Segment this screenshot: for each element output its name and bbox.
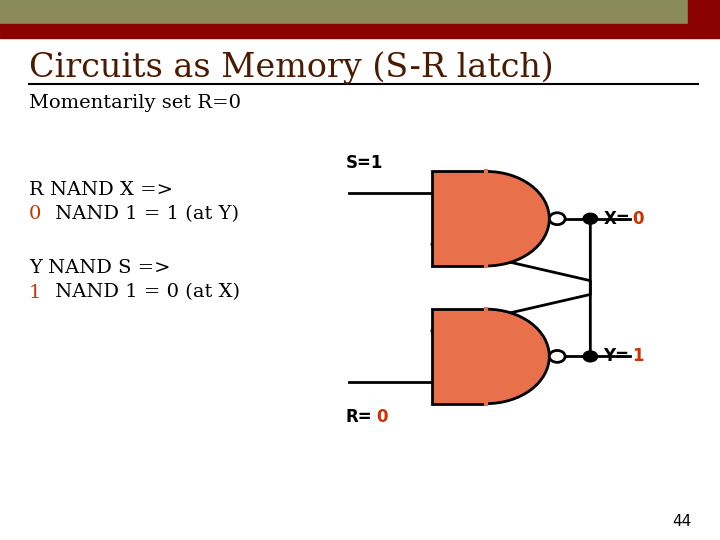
Circle shape	[549, 350, 565, 362]
Text: 0: 0	[632, 210, 644, 228]
Text: 0: 0	[377, 408, 388, 426]
Text: 0: 0	[29, 205, 41, 223]
Text: R=: R=	[346, 408, 372, 426]
Bar	[688, 0, 720, 24]
Bar	[0, 24, 720, 38]
Text: Y=: Y=	[603, 347, 629, 366]
Text: Momentarily set R=0: Momentarily set R=0	[29, 94, 240, 112]
Circle shape	[583, 213, 598, 224]
Bar	[432, 309, 486, 403]
Text: Y NAND S =>: Y NAND S =>	[29, 259, 171, 277]
Text: NAND 1 = 0 (at X): NAND 1 = 0 (at X)	[49, 284, 240, 301]
Text: 44: 44	[672, 514, 691, 529]
Text: 1: 1	[632, 347, 644, 366]
Wedge shape	[486, 309, 549, 403]
Bar	[432, 172, 486, 266]
Text: R NAND X =>: R NAND X =>	[29, 181, 173, 199]
Circle shape	[583, 351, 598, 362]
Text: NAND 1 = 1 (at Y): NAND 1 = 1 (at Y)	[49, 205, 239, 223]
Text: Circuits as Memory (S-R latch): Circuits as Memory (S-R latch)	[29, 51, 554, 84]
Text: X=: X=	[603, 210, 630, 228]
Wedge shape	[486, 172, 549, 266]
Circle shape	[549, 213, 565, 225]
Text: 1: 1	[29, 284, 41, 301]
Bar	[0, 0, 688, 24]
Text: S=1: S=1	[346, 153, 383, 172]
